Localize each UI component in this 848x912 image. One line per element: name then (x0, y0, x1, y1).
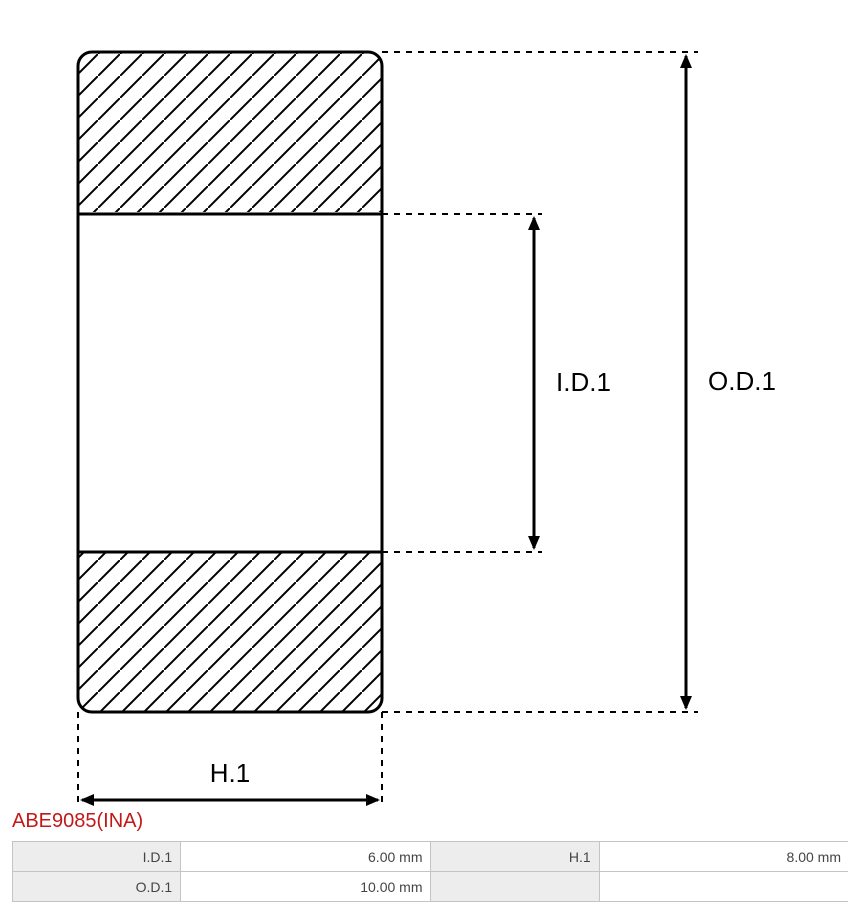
svg-text:I.D.1: I.D.1 (556, 367, 611, 397)
spec-label (431, 872, 599, 902)
bushing-cross-section-diagram: O.D.1 I.D.1 H.1 (10, 10, 830, 800)
table-row: O.D.110.00 mm (13, 872, 848, 902)
spec-label: O.D.1 (13, 872, 181, 902)
spec-value (599, 872, 848, 902)
svg-text:H.1: H.1 (210, 758, 250, 788)
spec-value: 10.00 mm (181, 872, 431, 902)
part-title: ABE9085(INA) (12, 810, 838, 833)
spec-label: H.1 (431, 842, 599, 872)
svg-text:O.D.1: O.D.1 (708, 366, 776, 396)
spec-value: 8.00 mm (599, 842, 848, 872)
spec-label: I.D.1 (13, 842, 181, 872)
spec-value: 6.00 mm (181, 842, 431, 872)
table-row: I.D.16.00 mmH.18.00 mm (13, 842, 848, 872)
spec-table: I.D.16.00 mmH.18.00 mmO.D.110.00 mm (12, 841, 848, 902)
